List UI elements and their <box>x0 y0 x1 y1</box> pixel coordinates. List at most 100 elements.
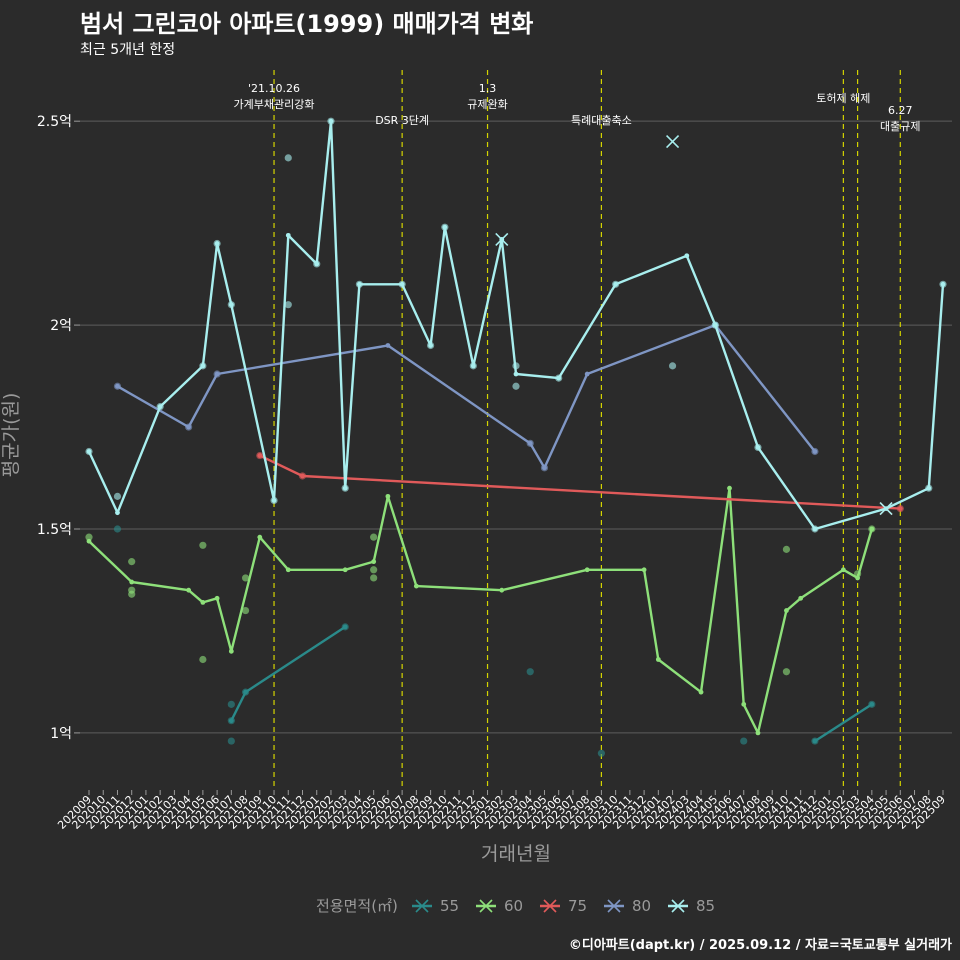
line-vertex <box>86 449 92 454</box>
line-vertex <box>328 118 334 124</box>
line-vertex <box>869 701 875 707</box>
policy-label: 대출규제 <box>880 120 920 133</box>
legend-key-cross <box>671 899 685 913</box>
legend-key-cross <box>479 899 493 913</box>
data-point <box>241 574 250 582</box>
policy-label: 1.3 <box>479 82 497 95</box>
line-vertex <box>300 473 305 479</box>
data-point <box>128 558 136 566</box>
line-vertex <box>470 363 476 369</box>
legend-label: 85 <box>696 897 715 915</box>
line-vertex <box>186 424 192 430</box>
data-point <box>227 737 235 745</box>
y-axis-title: 평균가(원) <box>0 393 22 478</box>
line-vertex <box>342 567 348 573</box>
legend-key-cross <box>415 899 429 913</box>
line-vertex <box>214 595 220 601</box>
legend-key-cross <box>543 899 557 913</box>
line-vertex <box>798 595 804 601</box>
y-tick-label: 1.5억 <box>37 522 72 538</box>
line-vertex <box>926 485 932 491</box>
line-vertex <box>940 281 946 287</box>
y-tick-label: 2.5억 <box>37 114 72 130</box>
policy-label: 규제완화 <box>467 98 507 111</box>
series-75 <box>256 451 904 516</box>
data-point <box>199 541 207 549</box>
line-vertex <box>342 624 348 630</box>
chart-title: 범서 그린코아 아파트(1999) 매매가격 변화 <box>80 10 534 38</box>
series-line <box>814 703 873 743</box>
line-vertex <box>442 224 448 230</box>
data-point <box>526 668 534 676</box>
line-vertex <box>285 567 291 573</box>
line-vertex <box>314 261 320 267</box>
x-axis-title: 거래년월 <box>481 843 551 865</box>
policy-label: 가계부채관리강화 <box>234 98 315 111</box>
line-vertex <box>755 730 761 736</box>
series-80 <box>113 321 819 472</box>
line-vertex <box>399 281 405 287</box>
data-point <box>597 749 606 757</box>
legend-label: 80 <box>632 897 651 915</box>
line-vertex <box>784 608 789 613</box>
data-point <box>284 154 292 162</box>
data-point <box>241 606 250 615</box>
line-vertex <box>513 371 519 377</box>
line-vertex <box>200 600 206 605</box>
line-vertex <box>257 453 263 458</box>
data-point <box>227 700 235 708</box>
legend-label: 60 <box>504 897 523 915</box>
line-vertex <box>712 322 718 328</box>
line-vertex <box>812 738 818 744</box>
line-vertex <box>613 281 619 287</box>
legend-label: 55 <box>440 897 459 915</box>
line-vertex <box>869 526 875 532</box>
data-point <box>370 574 378 582</box>
line-vertex <box>499 587 505 593</box>
series-60 <box>85 485 876 736</box>
line-vertex <box>385 343 391 348</box>
line-vertex <box>542 465 547 471</box>
legend-title: 전용면적(㎡) <box>316 897 398 915</box>
data-point <box>370 566 378 574</box>
series-line <box>230 625 346 722</box>
line-vertex <box>285 232 291 238</box>
series-85 <box>85 117 947 533</box>
data-point <box>668 362 677 370</box>
policy-label: DSR 3단계 <box>375 114 429 127</box>
legend-key-cross <box>607 899 621 913</box>
line-vertex <box>698 689 704 695</box>
line-vertex <box>228 718 234 724</box>
line-vertex <box>228 648 234 654</box>
cross-marker <box>495 232 509 247</box>
cross-marker <box>666 134 680 149</box>
line-vertex <box>584 371 590 377</box>
line-vertex <box>741 701 747 707</box>
line-vertex <box>243 689 248 695</box>
line-vertex <box>342 485 348 491</box>
series-line <box>88 487 873 735</box>
line-vertex <box>86 538 92 544</box>
line-vertex <box>257 534 263 540</box>
line-vertex <box>115 510 120 516</box>
data-point <box>85 533 93 541</box>
data-point <box>782 668 791 676</box>
line-vertex <box>812 526 818 532</box>
line-vertex <box>641 567 647 573</box>
line-vertex <box>371 559 377 565</box>
line-vertex <box>357 281 362 287</box>
line-vertex <box>755 445 761 450</box>
y-tick-label: 2억 <box>50 318 72 334</box>
line-vertex <box>556 375 562 381</box>
data-point <box>782 545 791 553</box>
data-point <box>199 655 207 664</box>
line-vertex <box>727 485 732 491</box>
line-vertex <box>129 579 135 585</box>
policy-label: 토허제 해제 <box>816 91 870 105</box>
line-vertex <box>428 343 433 348</box>
series-line <box>116 323 816 469</box>
line-vertex <box>527 440 533 446</box>
data-point <box>284 301 292 309</box>
line-vertex <box>186 587 192 593</box>
source-credit: ©디아파트(dapt.kr) / 2025.09.12 / 자료=국토교통부 실… <box>568 938 952 953</box>
